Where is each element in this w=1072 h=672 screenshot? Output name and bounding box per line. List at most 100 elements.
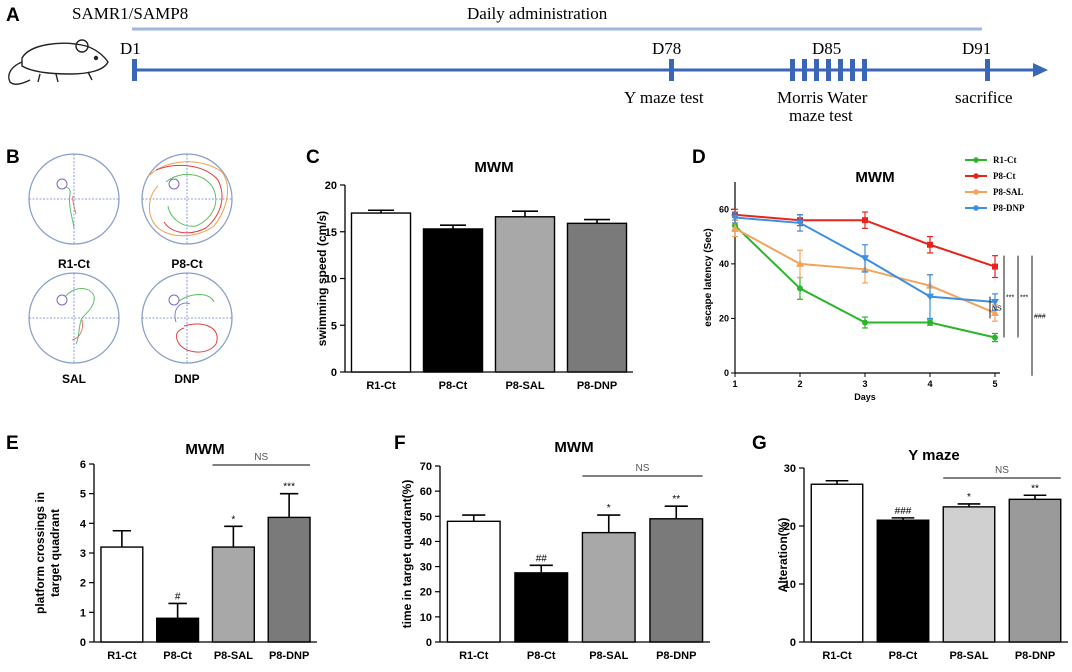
x-tick-label: R1-Ct (459, 650, 489, 662)
y-tick-label: 60 (719, 204, 729, 214)
bar-p8-sal (942, 506, 996, 643)
chart-platform-crossings: MWM 0 1 2 3 4 5 6 platform crossings intarget qu… (33, 441, 317, 662)
chart-swimming-speed: MWM 0 5 10 15 20 swimming speed (cm/s) R1-Ct P8-… (315, 159, 633, 392)
significance-label: *** (1020, 295, 1028, 302)
significance-label: ### (1034, 314, 1046, 321)
y-tick-label: 10 (420, 612, 432, 624)
data-point (796, 219, 804, 227)
x-tick-label: P8-DNP (656, 650, 696, 662)
bar-p8-ct (876, 519, 930, 643)
panel-letter-f: F (394, 433, 406, 454)
pool-circle (141, 272, 233, 364)
significance-label: ** (672, 494, 680, 505)
swim-path (155, 164, 223, 234)
event-y-maze: Y maze test (624, 88, 704, 107)
legend-marker (973, 189, 979, 195)
bar-p8-sal (494, 216, 556, 373)
tick-mwm-2 (802, 59, 807, 81)
day-d85: D85 (812, 39, 841, 58)
trace-p8-ct (141, 153, 233, 245)
data-point (796, 259, 804, 267)
x-tick-label: R1-Ct (822, 650, 852, 662)
admin-label: Daily administration (467, 4, 608, 23)
tick-d78 (669, 59, 674, 81)
x-tick-label: 2 (797, 379, 802, 389)
y-tick-label: 3 (80, 548, 86, 560)
y-tick-label: 2 (80, 578, 86, 590)
ns-label: NS (254, 452, 268, 463)
bar-p8-dnp (649, 518, 704, 643)
trace-label-p8-ct: P8-Ct (171, 257, 202, 271)
y-tick-label: 30 (420, 562, 432, 574)
swim-path (174, 302, 191, 323)
bar-p8-sal (211, 546, 255, 643)
y-tick-label: 40 (719, 259, 729, 269)
significance-label: * (967, 492, 971, 503)
data-point (731, 224, 739, 232)
platform-circle (56, 294, 68, 306)
bar-p8-sal (581, 531, 636, 643)
tick-mwm-7 (862, 59, 867, 81)
chart-title: Y maze (908, 447, 959, 464)
significance-label: ** (1031, 483, 1039, 494)
legend-label: P8-Ct (993, 171, 1016, 181)
y-tick-label: 20 (784, 521, 796, 533)
data-point (991, 308, 999, 316)
bar-p8-ct (422, 228, 484, 373)
trace-label-r1-ct: R1-Ct (58, 257, 90, 271)
y-tick-label: 0 (80, 637, 86, 649)
trace-dnp (141, 272, 233, 364)
tick-d91 (985, 59, 990, 81)
y-tick-label: 10 (784, 579, 796, 591)
significance-label: * (607, 503, 611, 514)
y-tick-label: 50 (420, 511, 432, 523)
x-tick-label: P8-SAL (949, 650, 988, 662)
data-point (797, 285, 803, 292)
x-tick-label: P8-SAL (214, 650, 253, 662)
day-d91: D91 (962, 39, 991, 58)
chart-title: MWM (185, 441, 224, 458)
panel-letter-c: C (306, 147, 320, 168)
day-d78: D78 (652, 39, 681, 58)
trace-label-dnp: DNP (174, 372, 199, 386)
x-tick-label: 5 (992, 379, 997, 389)
chart-y-maze-alteration: Y maze 0 10 20 30 Alteration(%) R1-Ct P8-Ct ### P… (776, 447, 1068, 662)
tick-mwm-4 (826, 59, 831, 81)
bar-r1-ct (100, 546, 144, 643)
significance-label: *** (283, 482, 295, 493)
timeline-arrowhead (1033, 63, 1048, 77)
significance-label: # (175, 591, 181, 602)
trace-label-sal: SAL (62, 372, 86, 386)
data-point (861, 255, 869, 263)
data-point (991, 299, 999, 307)
data-point (927, 319, 933, 326)
x-tick-label: P8-DNP (269, 650, 309, 662)
significance-label: ### (895, 506, 912, 517)
y-axis-label: swimming speed (cm/s) (315, 211, 329, 346)
x-axis-label: Days (854, 392, 876, 402)
legend-marker (973, 157, 979, 163)
y-axis-label: Alteration(%) (776, 518, 790, 593)
legend-label: P8-SAL (993, 187, 1024, 197)
data-point (862, 217, 868, 224)
y-tick-label: 0 (724, 368, 729, 378)
y-tick-label: 40 (420, 536, 432, 548)
tick-mwm-1 (790, 59, 795, 81)
swim-path (149, 161, 229, 237)
significance-label: * (231, 514, 235, 525)
bar-p8-ct (156, 617, 200, 643)
panel-letter-g: G (752, 433, 767, 454)
trace-r1-ct (28, 153, 120, 245)
bar-p8-dnp (566, 222, 628, 373)
data-point (992, 334, 998, 341)
swim-path (63, 186, 75, 229)
x-tick-label: P8-SAL (589, 650, 628, 662)
x-tick-label: P8-SAL (505, 380, 544, 392)
pool-circle (28, 153, 120, 245)
y-tick-label: 30 (784, 463, 796, 475)
y-tick-label: 0 (790, 637, 796, 649)
x-tick-label: 1 (732, 379, 737, 389)
tick-d1 (132, 59, 137, 81)
y-tick-label: 0 (331, 367, 337, 379)
